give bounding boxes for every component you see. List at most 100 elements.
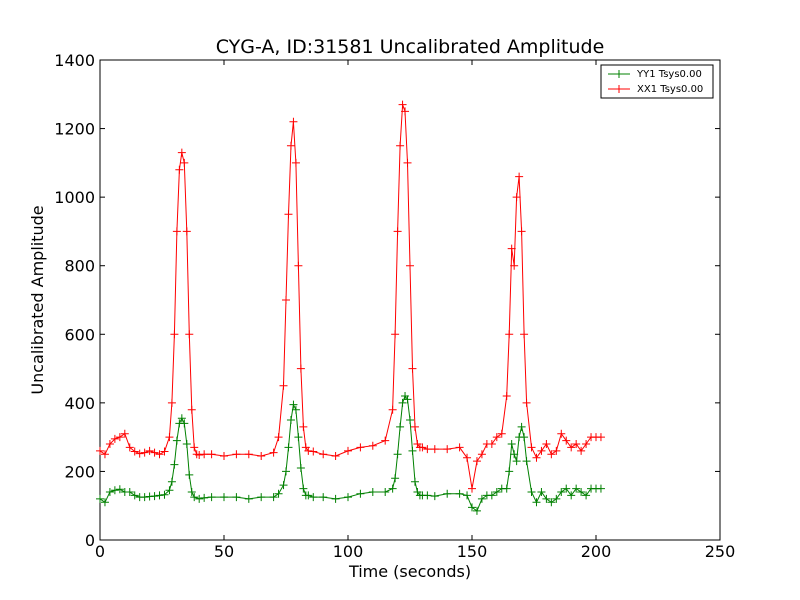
data-point (532, 498, 541, 507)
y-tick-label: 600 (64, 325, 95, 344)
y-tick-label: 1000 (54, 188, 95, 207)
data-point (105, 488, 114, 496)
data-point (510, 450, 519, 459)
data-point (557, 429, 566, 438)
data-point (423, 445, 432, 454)
data-point (284, 210, 293, 219)
data-point (547, 450, 556, 459)
data-point (220, 452, 228, 460)
chart-title: CYG-A, ID:31581 Uncalibrated Amplitude (216, 36, 605, 58)
data-point (284, 443, 293, 452)
data-point (125, 443, 134, 452)
data-point (547, 498, 556, 507)
data-point (170, 330, 179, 339)
data-point (391, 330, 400, 339)
data-point (244, 450, 253, 459)
data-point (507, 244, 516, 253)
data-point (282, 467, 290, 476)
data-point (279, 481, 288, 490)
data-point (299, 484, 308, 493)
data-point (150, 448, 159, 457)
data-point (505, 467, 514, 476)
data-point (309, 447, 318, 456)
axis-ticks: 0 50 100 150 200 250 0 200 400 600 800 1000 1200 1400 (54, 51, 735, 561)
data-point (286, 416, 295, 424)
data-point (356, 489, 365, 498)
data-point (443, 489, 452, 498)
data-point (401, 107, 410, 116)
data-point (185, 470, 194, 479)
series-yy1 (96, 392, 605, 515)
data-point (527, 488, 536, 496)
data-point (160, 490, 169, 499)
data-point (145, 446, 154, 455)
data-point (195, 494, 204, 503)
data-point (309, 493, 318, 502)
data-point (269, 493, 278, 502)
data-point (232, 450, 241, 459)
data-point (527, 443, 536, 452)
data-point (567, 491, 576, 500)
legend-marker-xx1 (615, 85, 623, 93)
data-point (180, 158, 189, 167)
data-point (167, 398, 176, 407)
data-point (96, 494, 104, 503)
data-point (125, 488, 134, 496)
data-point (110, 434, 119, 443)
data-point (381, 488, 390, 496)
data-point (512, 457, 521, 466)
legend: YY1 Tsys0.00 XX1 Tsys0.00 (600, 64, 714, 99)
data-point (286, 141, 295, 150)
data-point (505, 330, 514, 339)
data-point (542, 494, 551, 503)
data-point (140, 493, 149, 502)
data-point (537, 446, 546, 455)
data-point (577, 446, 586, 455)
data-point (294, 261, 303, 270)
data-point (430, 445, 439, 454)
data-point (472, 457, 481, 466)
data-point (418, 443, 427, 452)
data-point (140, 448, 149, 457)
data-point (391, 474, 400, 483)
data-point (410, 477, 419, 486)
data-point (180, 419, 189, 428)
data-point (185, 330, 194, 339)
data-point (170, 460, 179, 469)
data-point (381, 436, 390, 445)
data-point (167, 477, 176, 486)
data-point (582, 440, 591, 448)
data-point (537, 488, 546, 496)
data-point (552, 494, 561, 503)
data-point (398, 100, 407, 109)
data-point (492, 433, 501, 442)
data-point (510, 261, 519, 270)
x-tick-label: 100 (333, 542, 364, 561)
data-point (403, 158, 412, 167)
data-point (463, 453, 472, 462)
x-tick-label: 50 (214, 542, 234, 561)
legend-label-xx1: XX1 Tsys0.00 (637, 84, 703, 95)
data-point (187, 488, 196, 496)
y-tick-label: 200 (64, 462, 95, 481)
data-point (567, 443, 576, 452)
data-point (130, 447, 139, 456)
data-point (291, 158, 300, 167)
data-point (572, 440, 581, 448)
plot-area (99, 59, 721, 541)
data-point (455, 489, 464, 498)
data-point (100, 498, 109, 507)
data-point (368, 441, 377, 450)
data-point (517, 422, 526, 431)
data-point (552, 446, 561, 455)
data-point (200, 493, 209, 502)
data-point (190, 493, 199, 502)
data-point (130, 491, 139, 500)
data-point (408, 364, 417, 373)
data-point (396, 422, 405, 431)
y-tick-label: 400 (64, 394, 95, 413)
data-point (165, 486, 174, 495)
data-point (542, 440, 551, 448)
data-point (477, 494, 486, 503)
data-point (403, 395, 412, 404)
